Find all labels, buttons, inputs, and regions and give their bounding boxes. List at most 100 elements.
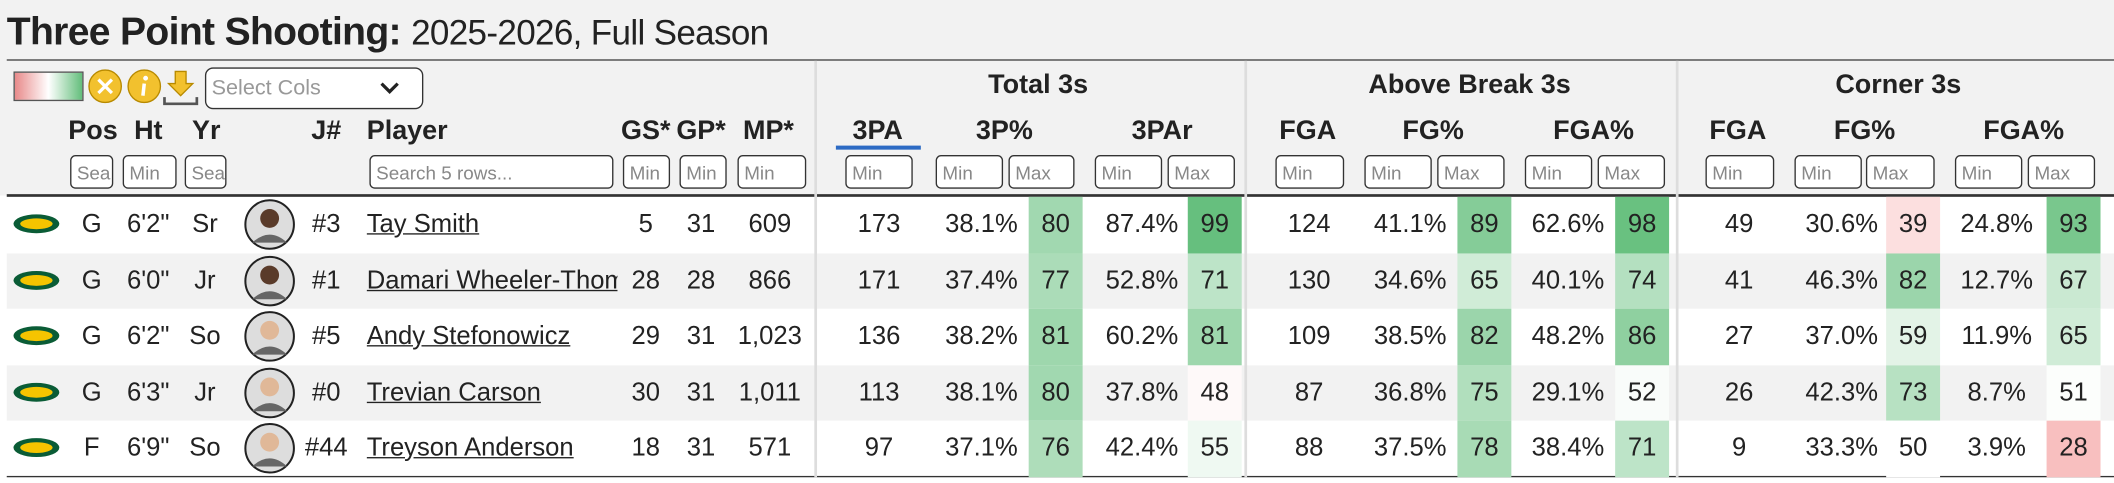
- cell: #0: [312, 378, 341, 407]
- percentile-cell: 78: [1457, 420, 1512, 477]
- cell: 97: [864, 434, 894, 463]
- percentile-cell: 39: [1886, 196, 1941, 253]
- filter-input[interactable]: Min: [122, 155, 177, 189]
- player-link[interactable]: Treyson Anderson: [366, 434, 574, 463]
- player-link[interactable]: Andy Stefonowicz: [366, 322, 571, 351]
- cell: 62.6%: [1531, 210, 1605, 239]
- team-logo: [13, 270, 60, 290]
- cell: 31: [686, 322, 716, 351]
- filter-input[interactable]: Min: [1094, 155, 1163, 189]
- player-link[interactable]: Damari Wheeler-Thomas: [366, 266, 618, 295]
- filter-input[interactable]: Min: [1364, 155, 1432, 189]
- clear-icon[interactable]: [88, 69, 123, 104]
- percentile-cell: 86: [1615, 308, 1670, 365]
- filter-input[interactable]: Min: [1275, 155, 1345, 189]
- cell: 8.7%: [1967, 378, 2026, 407]
- filter-input[interactable]: Min: [1705, 155, 1775, 189]
- column-header: GS*: [621, 115, 671, 146]
- color-toggle[interactable]: [13, 71, 84, 102]
- cell: 41: [1724, 266, 1754, 295]
- separator: [814, 60, 818, 478]
- row-images: [13, 367, 295, 418]
- select-placeholder: Select Cols: [211, 76, 321, 100]
- column-header: 3P%: [975, 115, 1033, 146]
- cell: 30.6%: [1805, 210, 1878, 239]
- percentile-cell: 80: [1028, 196, 1083, 253]
- download-icon[interactable]: [163, 70, 199, 106]
- cell: 866: [748, 266, 792, 295]
- title: Three Point Shooting:: [6, 10, 402, 54]
- percentile-cell: 65: [1457, 252, 1512, 309]
- row-images: [13, 199, 295, 250]
- cell: 171: [857, 266, 901, 295]
- cell: 37.5%: [1373, 434, 1447, 463]
- cell: Sr: [192, 210, 218, 239]
- cell: 31: [686, 434, 716, 463]
- percentile-cell: 74: [1615, 252, 1670, 309]
- cell: 6'2": [127, 210, 170, 239]
- filter-input[interactable]: Min: [679, 155, 727, 189]
- filter-input[interactable]: Max: [1865, 155, 1935, 189]
- cell: 571: [748, 434, 792, 463]
- cell: 36.8%: [1373, 378, 1447, 407]
- subtitle: 2025-2026, Full Season: [411, 12, 769, 53]
- cell: 29.1%: [1531, 378, 1605, 407]
- cell: 87: [1294, 378, 1324, 407]
- percentile-cell: 73: [1886, 364, 1941, 421]
- player-link[interactable]: Trevian Carson: [366, 378, 541, 407]
- cell: 37.1%: [945, 434, 1018, 463]
- percentile-cell: 89: [1457, 196, 1512, 253]
- filter-input[interactable]: Max: [1437, 155, 1505, 189]
- filter-input[interactable]: Min: [737, 155, 807, 189]
- cell: 6'2": [127, 322, 170, 351]
- filter-input[interactable]: Max: [1597, 155, 1666, 189]
- column-header: J#: [311, 115, 342, 146]
- cell: 113: [858, 378, 900, 407]
- cell: 49: [1724, 210, 1754, 239]
- filter-input[interactable]: Search 5 rows...: [369, 155, 614, 189]
- filter-input[interactable]: Max: [1008, 155, 1075, 189]
- cell: 38.4%: [1531, 434, 1605, 463]
- percentile-cell: 55: [1187, 420, 1242, 477]
- column-header: FG%: [1402, 115, 1464, 146]
- rule: [6, 194, 2114, 197]
- cell: 609: [748, 210, 792, 239]
- filter-input[interactable]: Min: [1954, 155, 2023, 189]
- team-logo: [13, 382, 60, 402]
- filter-input[interactable]: Min: [935, 155, 1004, 189]
- cell: 42.4%: [1105, 434, 1179, 463]
- filter-input[interactable]: Max: [2027, 155, 2096, 189]
- cell: 1,023: [737, 322, 802, 351]
- cell: G: [81, 322, 102, 351]
- info-icon[interactable]: [127, 69, 162, 104]
- cell: 9: [1732, 434, 1747, 463]
- filter-input[interactable]: Sea: [184, 155, 227, 189]
- row-images: [13, 311, 295, 362]
- cell: Jr: [194, 266, 216, 295]
- cell: So: [189, 434, 221, 463]
- filter-input[interactable]: Min: [845, 155, 913, 189]
- group-header: Total 3s: [988, 70, 1089, 100]
- filter-input[interactable]: Min: [1794, 155, 1862, 189]
- cell: 12.7%: [1960, 266, 2034, 295]
- filter-input[interactable]: Min: [1524, 155, 1593, 189]
- cell: 40.1%: [1531, 266, 1605, 295]
- percentile-cell: 82: [1886, 252, 1941, 309]
- player-link[interactable]: Tay Smith: [366, 210, 480, 239]
- filter-input[interactable]: Sea: [70, 155, 114, 189]
- percentile-cell: 67: [2046, 252, 2101, 309]
- cell: 6'9": [127, 434, 170, 463]
- percentile-cell: 51: [2046, 364, 2101, 421]
- select-cols[interactable]: Select Cols: [204, 67, 424, 110]
- filter-input[interactable]: Min: [622, 155, 671, 189]
- percentile-cell: 82: [1457, 308, 1512, 365]
- headshot: [244, 423, 295, 474]
- filter-input[interactable]: Max: [1167, 155, 1235, 189]
- cell: 31: [686, 378, 716, 407]
- cell: Jr: [194, 378, 216, 407]
- cell: 31: [686, 210, 716, 239]
- cell: 173: [857, 210, 901, 239]
- column-header: Ht: [134, 115, 163, 146]
- cell: 1,011: [738, 378, 801, 407]
